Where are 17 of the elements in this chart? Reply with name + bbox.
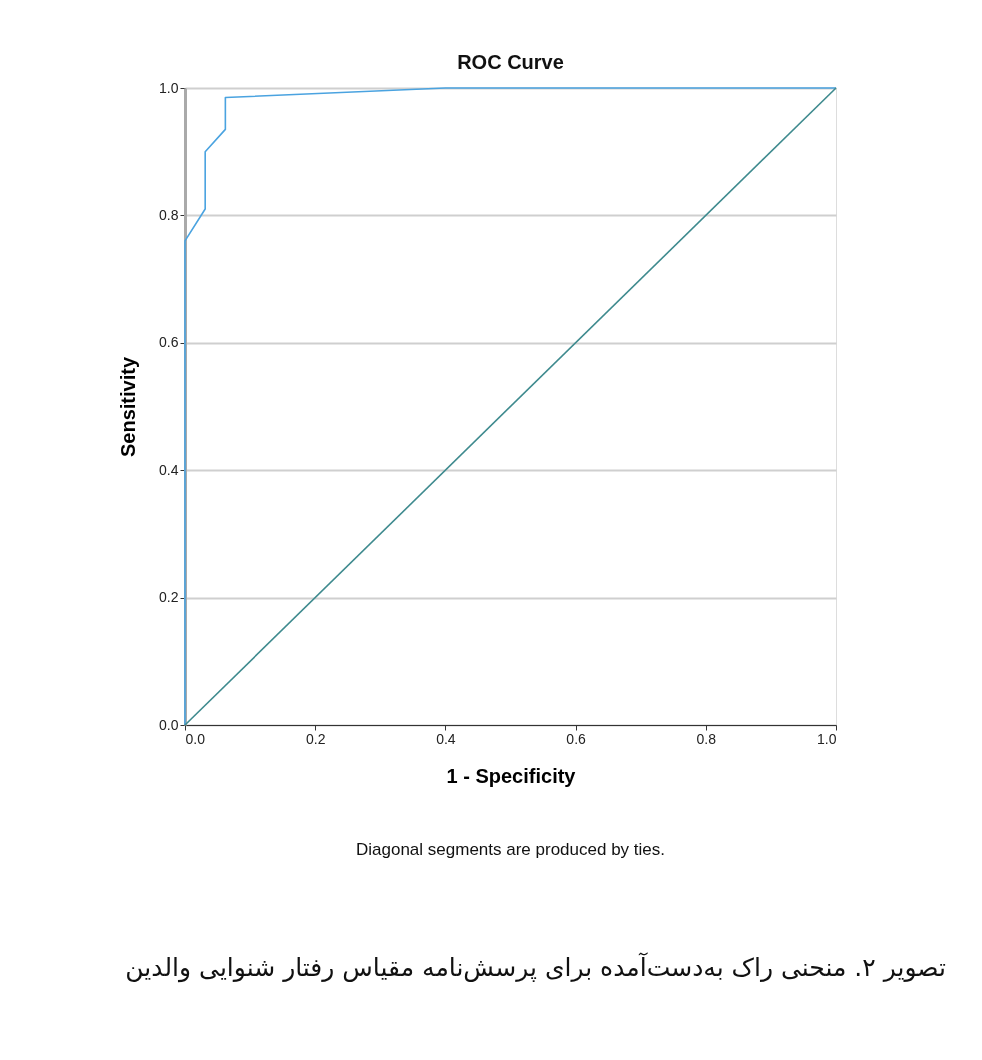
y-tick-label: 0.2 [159, 589, 179, 606]
y-tick-label: 0.0 [159, 716, 179, 733]
x-tick-label: 0.0 [185, 730, 206, 747]
x-tick-label: 0.8 [696, 730, 717, 747]
x-tick-label: 1.0 [817, 730, 837, 747]
y-tick-label: 1.0 [159, 79, 179, 96]
text: Diagonal segments are produced by ties. [355, 840, 666, 859]
y-tick-label: 0.4 [159, 461, 179, 478]
y-tick-label: 0.8 [159, 206, 179, 223]
x-tick-label: 0.4 [436, 730, 456, 747]
y-axis-title: Sensitivity [117, 356, 140, 458]
x-axis-title: 1 - Specificity [446, 764, 577, 787]
text: تصویر ۲. منحنی راک به‌دست‌آمده برای پرسش‌نامه مقیاس رفتار شنوایی والدین [125, 952, 947, 983]
y-tick-label: 0.6 [159, 334, 179, 351]
x-tick-label: 0.6 [566, 730, 587, 747]
x-tick-label: 0.2 [305, 730, 326, 747]
chart-title: ROC Curve [457, 51, 564, 73]
